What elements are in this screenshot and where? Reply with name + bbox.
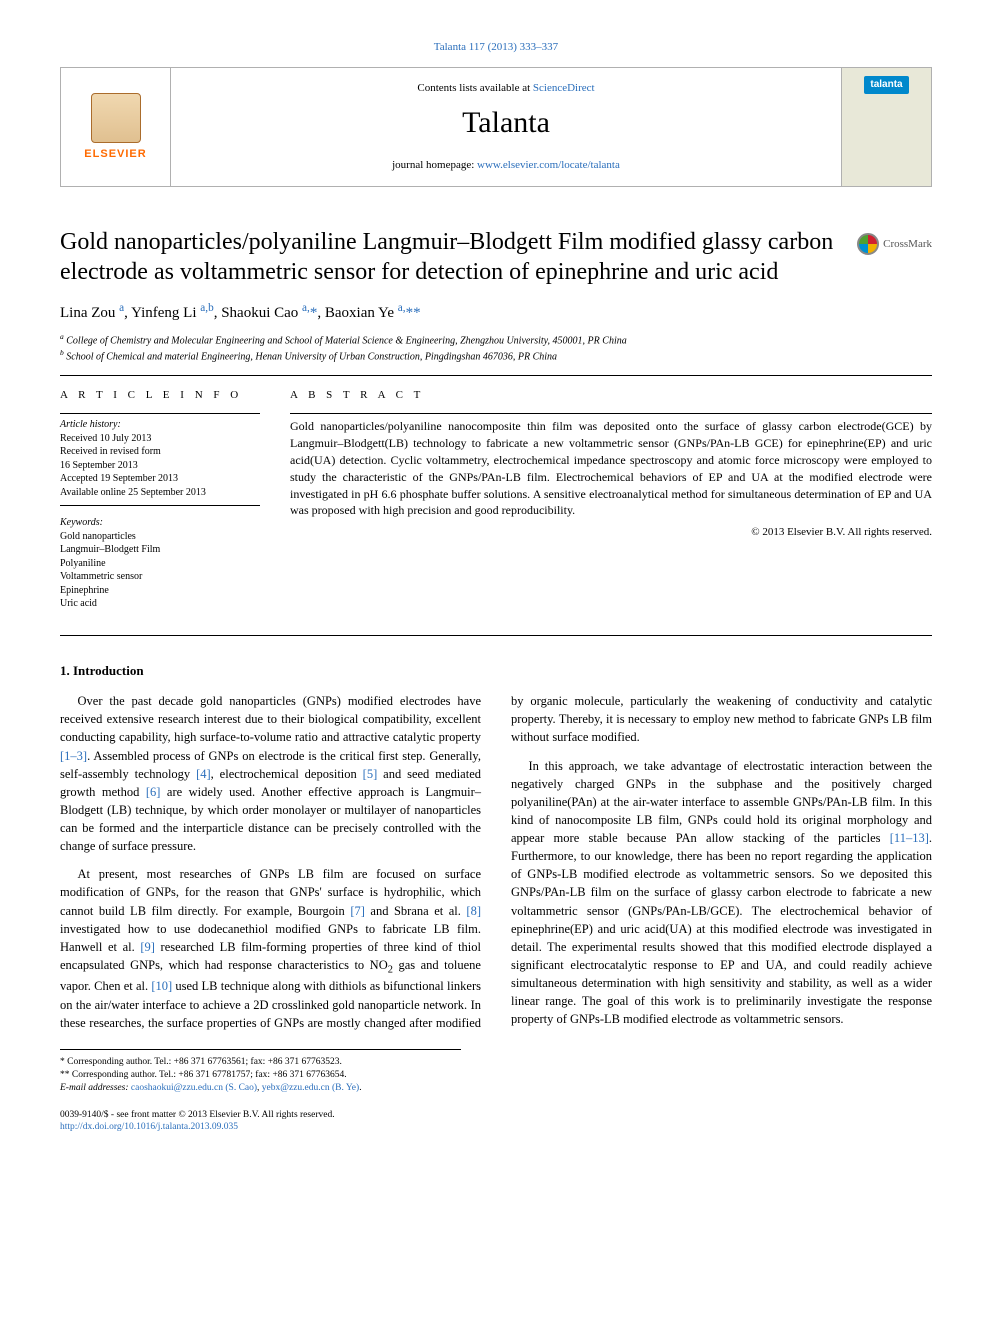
body-paragraph: In this approach, we take advantage of e… — [511, 757, 932, 1029]
history-line: 16 September 2013 — [60, 459, 260, 473]
journal-header-box: ELSEVIER Contents lists available at Sci… — [60, 67, 932, 187]
article-title: Gold nanoparticles/polyaniline Langmuir–… — [60, 227, 837, 287]
crossmark-label: CrossMark — [883, 237, 932, 252]
homepage-prefix: journal homepage: — [392, 159, 477, 171]
abstract-copyright: © 2013 Elsevier B.V. All rights reserved… — [290, 525, 932, 540]
abstract-column: A B S T R A C T Gold nanoparticles/polya… — [290, 388, 932, 611]
keyword: Langmuir–Blodgett Film — [60, 543, 260, 557]
bottom-meta: 0039-9140/$ - see front matter © 2013 El… — [60, 1109, 932, 1135]
affiliations: a College of Chemistry and Molecular Eng… — [60, 332, 932, 363]
crossmark-badge[interactable]: CrossMark — [857, 233, 932, 255]
article-info-column: A R T I C L E I N F O Article history: R… — [60, 388, 260, 611]
keyword: Uric acid — [60, 597, 260, 611]
affiliation: b School of Chemical and material Engine… — [60, 348, 932, 363]
homepage-link[interactable]: www.elsevier.com/locate/talanta — [477, 159, 620, 171]
email-line: E-mail addresses: caoshaokui@zzu.edu.cn … — [60, 1082, 461, 1095]
keywords-label: Keywords: — [60, 516, 260, 530]
journal-cover: talanta — [841, 68, 931, 186]
authors-line: Lina Zou a, Yinfeng Li a,b, Shaokui Cao … — [60, 301, 932, 324]
elsevier-tree-icon — [91, 93, 141, 143]
divider — [60, 505, 260, 506]
history-label: Article history: — [60, 418, 260, 432]
section-1-heading: 1. Introduction — [60, 662, 932, 680]
abstract-text: Gold nanoparticles/polyaniline nanocompo… — [290, 418, 932, 519]
cover-badge: talanta — [864, 76, 908, 94]
issn-line: 0039-9140/$ - see front matter © 2013 El… — [60, 1109, 932, 1122]
sciencedirect-link[interactable]: ScienceDirect — [533, 82, 595, 94]
body-paragraph: Over the past decade gold nanoparticles … — [60, 692, 481, 855]
history-line: Available online 25 September 2013 — [60, 486, 260, 500]
homepage-line: journal homepage: www.elsevier.com/locat… — [392, 158, 620, 173]
crossmark-icon — [857, 233, 879, 255]
header-center: Contents lists available at ScienceDirec… — [171, 68, 841, 186]
contents-line: Contents lists available at ScienceDirec… — [417, 81, 594, 96]
keyword: Gold nanoparticles — [60, 530, 260, 544]
email-2[interactable]: yebx@zzu.edu.cn (B. Ye) — [262, 1083, 359, 1093]
keyword: Voltammetric sensor — [60, 570, 260, 584]
divider — [60, 635, 932, 636]
article-info-heading: A R T I C L E I N F O — [60, 388, 260, 403]
divider — [290, 413, 932, 414]
doi-link[interactable]: http://dx.doi.org/10.1016/j.talanta.2013… — [60, 1122, 238, 1132]
corresponding-2: ** Corresponding author. Tel.: +86 371 6… — [60, 1069, 461, 1082]
footnotes: * Corresponding author. Tel.: +86 371 67… — [60, 1049, 461, 1094]
divider — [60, 375, 932, 376]
history-line: Received in revised form — [60, 445, 260, 459]
publisher-logo[interactable]: ELSEVIER — [61, 68, 171, 186]
citation-header: Talanta 117 (2013) 333–337 — [60, 40, 932, 55]
publisher-name: ELSEVIER — [84, 147, 146, 162]
citation-link[interactable]: Talanta 117 (2013) 333–337 — [434, 41, 558, 53]
divider — [60, 413, 260, 414]
body-text: Over the past decade gold nanoparticles … — [60, 692, 932, 1035]
contents-prefix: Contents lists available at — [417, 82, 532, 94]
keyword: Polyaniline — [60, 557, 260, 571]
corresponding-1: * Corresponding author. Tel.: +86 371 67… — [60, 1056, 461, 1069]
history-line: Accepted 19 September 2013 — [60, 472, 260, 486]
journal-name: Talanta — [462, 102, 550, 144]
email-label: E-mail addresses: — [60, 1083, 131, 1093]
keyword: Epinephrine — [60, 584, 260, 598]
history-line: Received 10 July 2013 — [60, 432, 260, 446]
email-1[interactable]: caoshaokui@zzu.edu.cn (S. Cao) — [131, 1083, 257, 1093]
affiliation: a College of Chemistry and Molecular Eng… — [60, 332, 932, 347]
abstract-heading: A B S T R A C T — [290, 388, 932, 403]
